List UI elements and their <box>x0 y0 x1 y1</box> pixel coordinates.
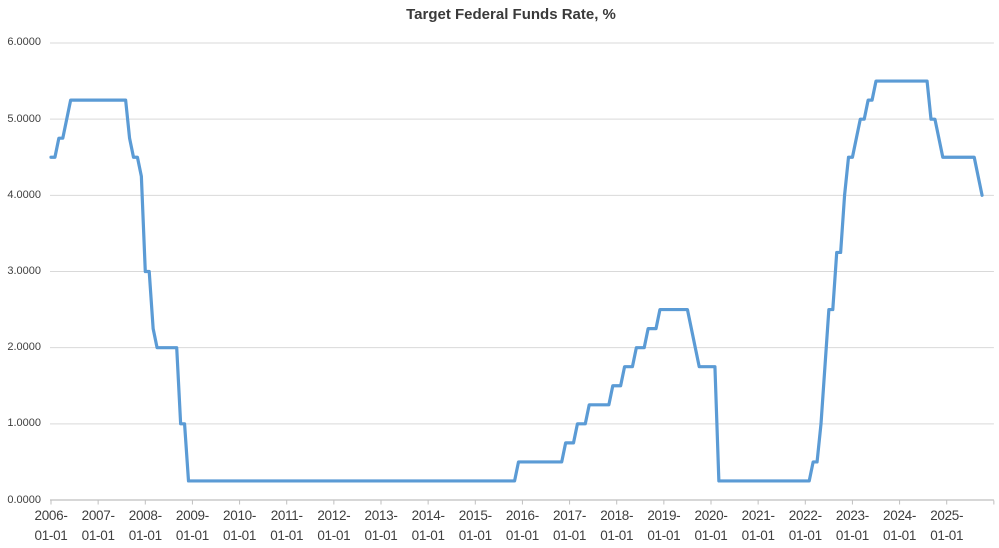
x-tick-label: 2014- 01-01 <box>402 506 454 547</box>
x-tick-label: 2019- 01-01 <box>638 506 690 547</box>
x-tick-label-year: 2008- <box>128 508 162 523</box>
x-tick-label: 2016- 01-01 <box>496 506 548 547</box>
x-tick-label: 2013- 01-01 <box>355 506 407 547</box>
y-tick-label: 2.0000 <box>7 341 41 354</box>
x-tick-label-monthday: 01-01 <box>600 528 634 544</box>
x-tick-label-monthday: 01-01 <box>34 528 68 544</box>
x-tick-label: 2007- 01-01 <box>72 506 124 547</box>
x-tick-label: 2022- 01-01 <box>779 506 831 547</box>
x-tick-label-year: 2019- <box>647 508 681 523</box>
x-tick-label-monthday: 01-01 <box>741 528 775 544</box>
x-tick-label: 2015- 01-01 <box>449 506 501 547</box>
y-tick-label: 3.0000 <box>7 264 41 277</box>
x-tick-label-year: 2014- <box>411 508 445 523</box>
x-tick-label: 2017- 01-01 <box>544 506 596 547</box>
series-line <box>49 79 984 483</box>
x-tick-label: 2006- 01-01 <box>25 506 77 547</box>
y-tick-label: 5.0000 <box>7 112 41 125</box>
x-tick-label-monthday: 01-01 <box>317 528 351 544</box>
x-tick-label-year: 2021- <box>741 508 775 523</box>
x-tick-label: 2024- 01-01 <box>874 506 926 547</box>
chart-title: Target Federal Funds Rate, % <box>406 6 616 23</box>
x-tick-label-monthday: 01-01 <box>364 528 398 544</box>
x-tick-label-year: 2023- <box>835 508 869 523</box>
x-tick-label-year: 2007- <box>81 508 115 523</box>
x-tick-label-year: 2012- <box>317 508 351 523</box>
y-tick-label: 0.0000 <box>7 493 41 506</box>
y-tick-label: 4.0000 <box>7 188 41 201</box>
y-tick-label: 6.0000 <box>7 36 41 49</box>
x-tick-label: 2009- 01-01 <box>166 506 218 547</box>
x-tick-label-monthday: 01-01 <box>835 528 869 544</box>
x-tick-label-year: 2011- <box>270 508 303 523</box>
x-tick-label-monthday: 01-01 <box>788 528 822 544</box>
x-tick-label-year: 2025- <box>930 508 964 523</box>
x-tick-label-year: 2013- <box>364 508 398 523</box>
x-tick-label: 2011- 01-01 <box>261 506 313 547</box>
x-tick-label-monthday: 01-01 <box>81 528 115 544</box>
x-tick-label: 2025- 01-01 <box>921 506 973 547</box>
x-tick-label-monthday: 01-01 <box>411 528 445 544</box>
x-tick-label-monthday: 01-01 <box>175 528 209 544</box>
x-tick-label: 2020- 01-01 <box>685 506 737 547</box>
x-tick-label-year: 2016- <box>505 508 539 523</box>
x-tick-label: 2010- 01-01 <box>214 506 266 547</box>
x-tick-label-monthday: 01-01 <box>930 528 964 544</box>
x-tick-label: 2021- 01-01 <box>732 506 784 547</box>
x-tick-label-monthday: 01-01 <box>647 528 681 544</box>
x-tick-label-monthday: 01-01 <box>694 528 728 544</box>
x-tick-label-year: 2015- <box>458 508 492 523</box>
x-tick-label-monthday: 01-01 <box>505 528 539 544</box>
x-tick-label-year: 2018- <box>600 508 634 523</box>
x-tick-label: 2008- 01-01 <box>119 506 171 547</box>
x-tick-label: 2018- 01-01 <box>591 506 643 547</box>
x-tick-label-year: 2022- <box>788 508 822 523</box>
x-tick-label-year: 2020- <box>694 508 728 523</box>
y-tick-label: 1.0000 <box>7 417 41 430</box>
x-tick-label-year: 2024- <box>883 508 917 523</box>
x-tick-label-monthday: 01-01 <box>458 528 492 544</box>
x-tick-label: 2012- 01-01 <box>308 506 360 547</box>
x-tick-label-monthday: 01-01 <box>128 528 162 544</box>
x-tick-label-monthday: 01-01 <box>270 528 304 544</box>
x-tick-label-monthday: 01-01 <box>553 528 587 544</box>
x-tick-label-year: 2017- <box>553 508 587 523</box>
x-tick-label-year: 2009- <box>175 508 209 523</box>
x-tick-label-monthday: 01-01 <box>883 528 917 544</box>
x-tick-label-year: 2010- <box>223 508 257 523</box>
x-tick-label-year: 2006- <box>34 508 68 523</box>
x-tick-label: 2023- 01-01 <box>826 506 878 547</box>
x-tick-label-monthday: 01-01 <box>223 528 257 544</box>
